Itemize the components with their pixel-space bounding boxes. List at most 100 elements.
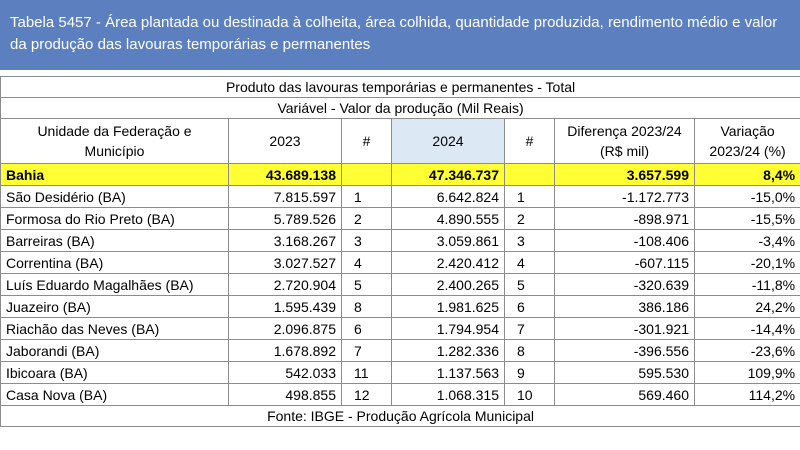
value-2024[interactable]: 1.137.563 (391, 361, 505, 384)
header-difference[interactable]: Diferença 2023/24 (R$ mil) (554, 118, 695, 164)
difference[interactable]: 569.460 (554, 383, 695, 406)
footer-row: Fonte: IBGE - Produção Agrícola Municipa… (0, 405, 800, 427)
table-row: Ibicoara (BA) 542.033 11 1.137.563 9 595.530 1… (0, 361, 800, 384)
variation[interactable]: -11,8% (693, 273, 800, 296)
rank-2024[interactable]: 10 (504, 383, 555, 406)
difference[interactable]: -898.971 (554, 207, 695, 230)
value-2023[interactable]: 7.815.597 (228, 185, 342, 208)
difference[interactable]: -607.115 (554, 251, 695, 274)
table-row: Formosa do Rio Preto (BA) 5.789.526 2 4.890… (0, 207, 800, 230)
state-value-2024[interactable]: 47.346.737 (391, 163, 505, 186)
state-rank-2024[interactable] (504, 163, 555, 186)
column-header-row: Unidade da Federação e Município 2023 # … (0, 118, 800, 164)
table-row: São Desidério (BA) 7.815.597 1 6.642.824 1 -1… (0, 185, 800, 208)
state-difference[interactable]: 3.657.599 (554, 163, 695, 186)
header-rank-2023[interactable]: # (341, 118, 392, 164)
variation[interactable]: 24,2% (693, 295, 800, 318)
municipality-name[interactable]: Barreiras (BA) (0, 229, 229, 252)
rank-2024[interactable]: 3 (504, 229, 555, 252)
table-row: Juazeiro (BA) 1.595.439 8 1.981.625 6 386.186… (0, 295, 800, 318)
rank-2023[interactable]: 11 (341, 361, 392, 384)
variation[interactable]: -15,5% (693, 207, 800, 230)
rank-2024[interactable]: 5 (504, 273, 555, 296)
variation[interactable]: -23,6% (693, 339, 800, 362)
rank-2023[interactable]: 6 (341, 317, 392, 340)
header-rank-2024[interactable]: # (504, 118, 555, 164)
municipality-name[interactable]: Ibicoara (BA) (0, 361, 229, 384)
variation[interactable]: 114,2% (693, 383, 800, 406)
state-row: Bahia 43.689.138 47.346.737 3.657.599 8,… (0, 163, 800, 186)
value-2023[interactable]: 542.033 (228, 361, 342, 384)
municipality-name[interactable]: Formosa do Rio Preto (BA) (0, 207, 229, 230)
difference[interactable]: -301.921 (554, 317, 695, 340)
value-2024[interactable]: 3.059.861 (391, 229, 505, 252)
header-2024[interactable]: 2024 (391, 118, 505, 164)
state-value-2023[interactable]: 43.689.138 (228, 163, 342, 186)
rank-2024[interactable]: 6 (504, 295, 555, 318)
value-2023[interactable]: 5.789.526 (228, 207, 342, 230)
value-2024[interactable]: 2.420.412 (391, 251, 505, 274)
table-row: Riachão das Neves (BA) 2.096.875 6 1.794.95… (0, 317, 800, 340)
rank-2024[interactable]: 4 (504, 251, 555, 274)
value-2024[interactable]: 1.282.336 (391, 339, 505, 362)
difference[interactable]: -320.639 (554, 273, 695, 296)
difference[interactable]: -396.556 (554, 339, 695, 362)
header-variation[interactable]: Variação 2023/24 (%) (693, 118, 800, 164)
municipality-name[interactable]: Riachão das Neves (BA) (0, 317, 229, 340)
variation[interactable]: -20,1% (693, 251, 800, 274)
municipality-name[interactable]: São Desidério (BA) (0, 185, 229, 208)
value-2024[interactable]: 4.890.555 (391, 207, 505, 230)
variation[interactable]: -3,4% (693, 229, 800, 252)
rank-2023[interactable]: 8 (341, 295, 392, 318)
table-row: Barreiras (BA) 3.168.267 3 3.059.861 3 -108.4… (0, 229, 800, 252)
rank-2024[interactable]: 8 (504, 339, 555, 362)
difference[interactable]: -108.406 (554, 229, 695, 252)
table-row: Luís Eduardo Magalhães (BA) 2.720.904 5 2.4… (0, 273, 800, 296)
rank-2023[interactable]: 5 (341, 273, 392, 296)
value-2023[interactable]: 1.595.439 (228, 295, 342, 318)
difference[interactable]: 595.530 (554, 361, 695, 384)
rank-2024[interactable]: 7 (504, 317, 555, 340)
municipality-name[interactable]: Juazeiro (BA) (0, 295, 229, 318)
header-2023[interactable]: 2023 (228, 118, 342, 164)
value-2023[interactable]: 2.720.904 (228, 273, 342, 296)
value-2024[interactable]: 6.642.824 (391, 185, 505, 208)
municipality-name[interactable]: Correntina (BA) (0, 251, 229, 274)
rank-2024[interactable]: 9 (504, 361, 555, 384)
variation[interactable]: 109,9% (693, 361, 800, 384)
rank-2024[interactable]: 2 (504, 207, 555, 230)
data-table: Produto das lavouras temporárias e perma… (0, 76, 800, 427)
rank-2023[interactable]: 4 (341, 251, 392, 274)
value-2024[interactable]: 1.794.954 (391, 317, 505, 340)
municipality-name[interactable]: Casa Nova (BA) (0, 383, 229, 406)
rank-2023[interactable]: 2 (341, 207, 392, 230)
municipality-name[interactable]: Jaborandi (BA) (0, 339, 229, 362)
value-2024[interactable]: 2.400.265 (391, 273, 505, 296)
state-variation[interactable]: 8,4% (693, 163, 800, 186)
value-2024[interactable]: 1.981.625 (391, 295, 505, 318)
difference[interactable]: 386.186 (554, 295, 695, 318)
rank-2023[interactable]: 1 (341, 185, 392, 208)
variation[interactable]: -14,4% (693, 317, 800, 340)
header-unit[interactable]: Unidade da Federação e Município (0, 118, 229, 164)
rank-2024[interactable]: 1 (504, 185, 555, 208)
rank-2023[interactable]: 3 (341, 229, 392, 252)
rank-2023[interactable]: 7 (341, 339, 392, 362)
value-2024[interactable]: 1.068.315 (391, 383, 505, 406)
difference[interactable]: -1.172.773 (554, 185, 695, 208)
value-2023[interactable]: 2.096.875 (228, 317, 342, 340)
municipality-name[interactable]: Luís Eduardo Magalhães (BA) (0, 273, 229, 296)
state-name[interactable]: Bahia (0, 163, 229, 186)
state-rank-2023[interactable] (341, 163, 392, 186)
variable-row: Variável - Valor da produção (Mil Reais) (0, 97, 800, 119)
value-2023[interactable]: 498.855 (228, 383, 342, 406)
table-title: Tabela 5457 - Área plantada ou destinada… (0, 0, 800, 70)
value-2023[interactable]: 3.168.267 (228, 229, 342, 252)
variable-label: Variável - Valor da produção (Mil Reais) (0, 97, 800, 119)
value-2023[interactable]: 1.678.892 (228, 339, 342, 362)
value-2023[interactable]: 3.027.527 (228, 251, 342, 274)
table-row: Jaborandi (BA) 1.678.892 7 1.282.336 8 -396.5… (0, 339, 800, 362)
table-row: Casa Nova (BA) 498.855 12 1.068.315 10 569.46… (0, 383, 800, 406)
variation[interactable]: -15,0% (693, 185, 800, 208)
rank-2023[interactable]: 12 (341, 383, 392, 406)
